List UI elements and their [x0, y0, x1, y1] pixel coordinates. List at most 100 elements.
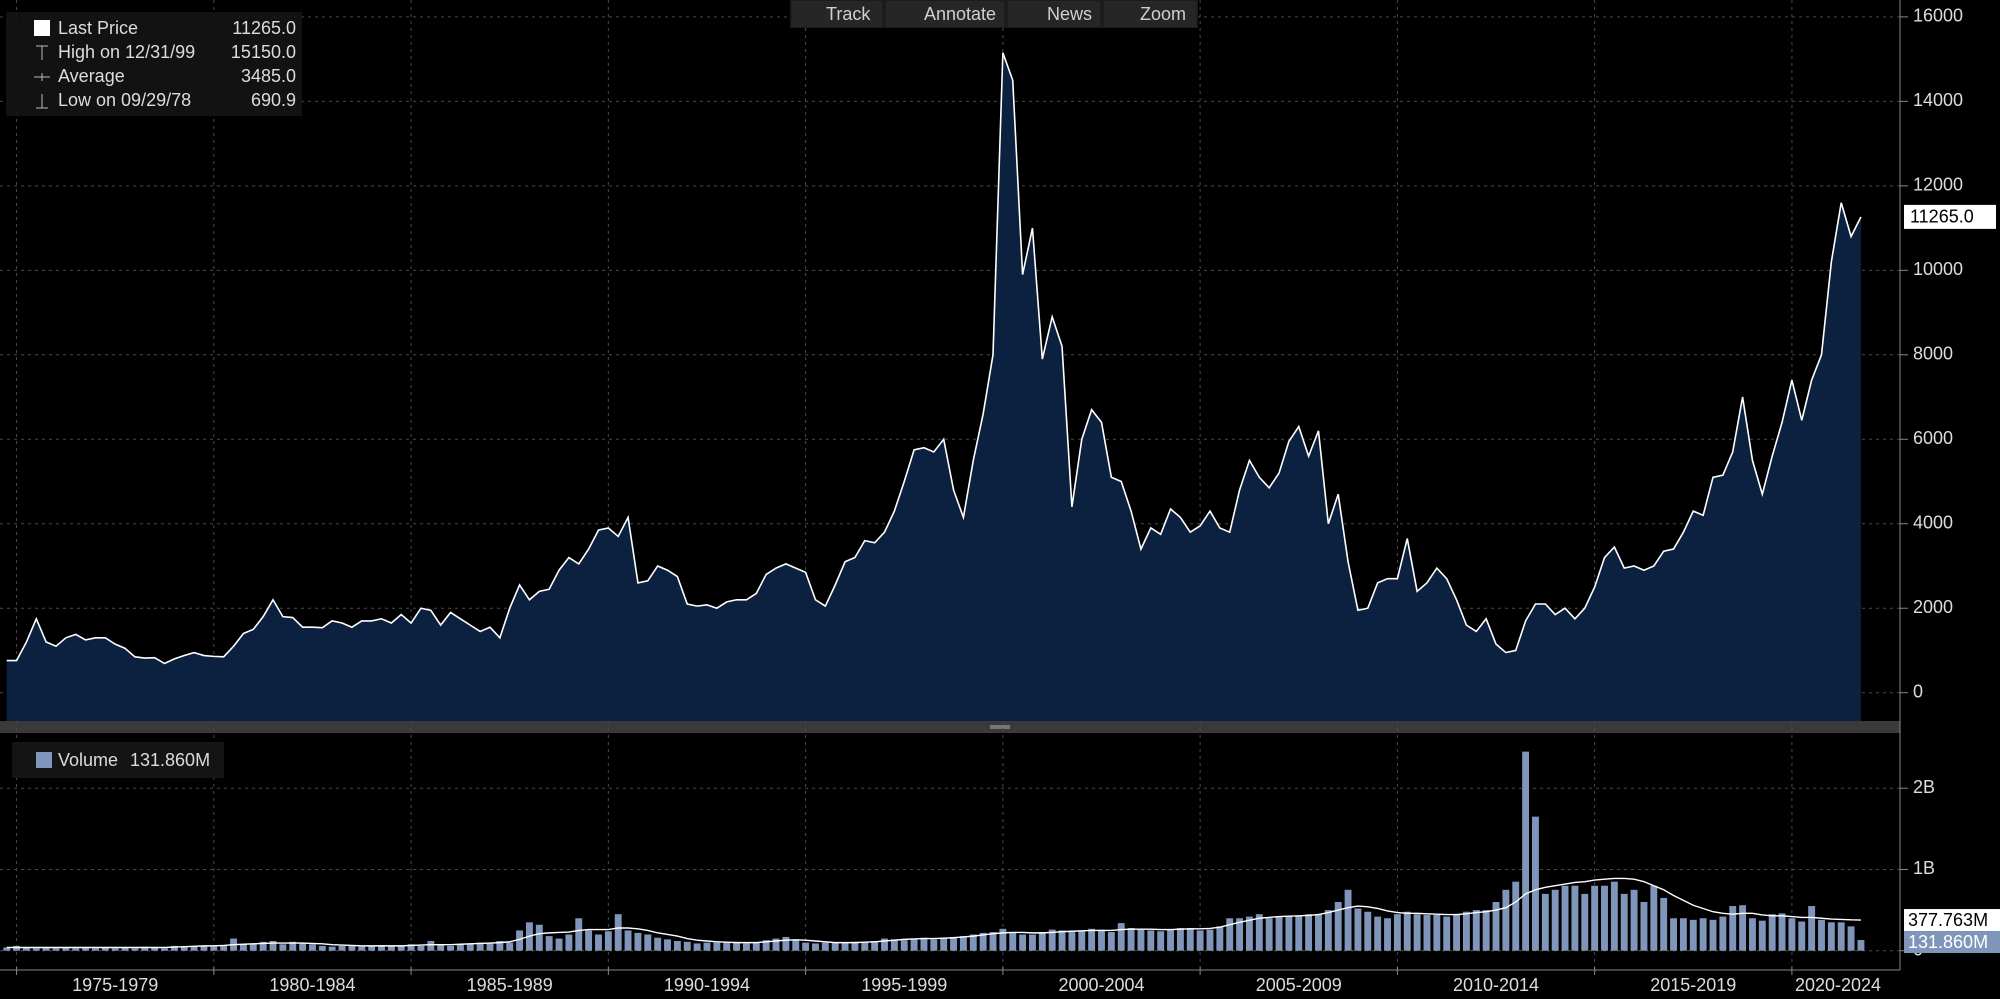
volume-bar — [1610, 881, 1618, 951]
legend-value: 690.9 — [251, 90, 296, 110]
volume-bar — [62, 947, 70, 951]
volume-bar — [397, 945, 405, 951]
legend-value: 15150.0 — [231, 42, 296, 62]
track-button[interactable]: Track — [792, 1, 882, 27]
annotate-button[interactable]: Annotate — [886, 1, 1004, 27]
volume-bar — [1029, 934, 1036, 951]
volume-bar — [1620, 893, 1628, 951]
last-price-label: 11265.0 — [1910, 207, 1974, 227]
volume-bar — [959, 936, 967, 951]
y-tick-label: 4000 — [1913, 512, 1953, 532]
volume-bar — [1689, 919, 1697, 951]
volume-bar — [299, 942, 307, 951]
volume-bar — [121, 947, 129, 951]
volume-bar — [535, 924, 543, 951]
volume-bar — [1226, 918, 1234, 951]
volume-bar — [575, 918, 583, 951]
toolbar: Track Annotate News Zoom — [790, 0, 1198, 28]
volume-bar — [1472, 910, 1480, 951]
volume-bar — [890, 939, 898, 951]
volume-bar — [1088, 928, 1096, 951]
volume-bar — [871, 940, 879, 951]
volume-bar — [1857, 940, 1865, 951]
x-tick-label: 1975-1979 — [72, 975, 158, 995]
volume-bar — [1413, 914, 1421, 951]
volume-bar — [141, 946, 149, 951]
volume-bar — [1571, 885, 1579, 951]
volume-bar — [762, 940, 770, 951]
volume-bar — [1423, 914, 1431, 951]
average-box — [1904, 909, 2000, 932]
button-label[interactable]: News — [1047, 4, 1092, 24]
volume-bar — [1167, 929, 1174, 951]
volume-bar — [506, 942, 514, 951]
zoom-button[interactable]: Zoom — [1104, 1, 1196, 27]
volume-bar — [1265, 918, 1273, 951]
volume-bar — [585, 930, 593, 951]
volume-bar — [950, 936, 958, 951]
button-label[interactable]: Zoom — [1140, 4, 1186, 24]
y-tick-label: 10000 — [1913, 259, 1963, 279]
volume-bar — [387, 945, 395, 951]
volume-bar — [910, 938, 918, 951]
volume-bar — [1068, 932, 1076, 951]
volume-bar — [1255, 914, 1263, 951]
legend-swatch — [34, 20, 50, 36]
volume-bar — [101, 947, 109, 951]
button-label[interactable]: Annotate — [924, 4, 996, 24]
volume-bar — [239, 944, 247, 951]
volume-bar — [782, 936, 790, 951]
volume-bar — [1236, 918, 1244, 951]
volume-bar — [1630, 889, 1638, 951]
volume-bar — [170, 945, 178, 951]
button-label[interactable]: Track — [826, 4, 871, 24]
volume-bar — [555, 938, 563, 951]
volume-bar — [1324, 910, 1332, 951]
volume-bar — [516, 930, 524, 951]
news-button[interactable]: News — [1008, 1, 1100, 27]
volume-bar — [979, 932, 987, 951]
volume-bar — [683, 941, 691, 951]
volume-bar — [1778, 913, 1786, 951]
volume-bar — [82, 947, 90, 951]
volume-bar — [1699, 918, 1707, 951]
volume-bar — [3, 947, 11, 951]
volume-bar — [1768, 914, 1776, 951]
volume-bar — [989, 932, 997, 951]
legend-label: Last Price — [58, 18, 138, 38]
volume-bar — [1245, 916, 1253, 951]
legend-value: 131.860M — [130, 750, 210, 770]
volume-bar — [969, 934, 977, 951]
last-volume-label: 131.860M — [1908, 932, 1988, 952]
volume-bar — [358, 946, 366, 951]
volume-bar — [634, 932, 642, 951]
volume-bar — [22, 947, 30, 951]
volume-bar — [1679, 918, 1687, 951]
volume-bar — [427, 940, 435, 951]
volume-bar — [72, 948, 80, 951]
legend-label: Volume — [58, 750, 118, 770]
volume-bar — [1157, 931, 1165, 951]
volume-bar — [1354, 908, 1362, 951]
divider-handle — [990, 725, 1010, 729]
y-tick-label: 2000 — [1913, 597, 1953, 617]
volume-bar — [1709, 919, 1717, 951]
volume-bar — [673, 940, 681, 951]
volume-bar — [190, 945, 198, 951]
volume-bar — [151, 947, 159, 951]
volume-bar — [1374, 916, 1382, 951]
legend-swatch — [36, 752, 52, 768]
volume-bar — [1305, 914, 1313, 951]
last-price-box — [1904, 204, 1996, 229]
legend-box — [6, 12, 302, 116]
y-tick-label: 0 — [1913, 681, 1923, 701]
volume-bar — [752, 942, 760, 951]
x-tick-label: 2010-2014 — [1453, 975, 1539, 995]
volume-bar — [802, 942, 810, 951]
volume-bar — [1758, 920, 1766, 951]
legend-label: High on 12/31/99 — [58, 42, 195, 62]
volume-bar — [13, 945, 21, 951]
volume-bar — [378, 945, 385, 951]
volume-bar — [861, 942, 869, 951]
volume-bar — [900, 940, 908, 951]
